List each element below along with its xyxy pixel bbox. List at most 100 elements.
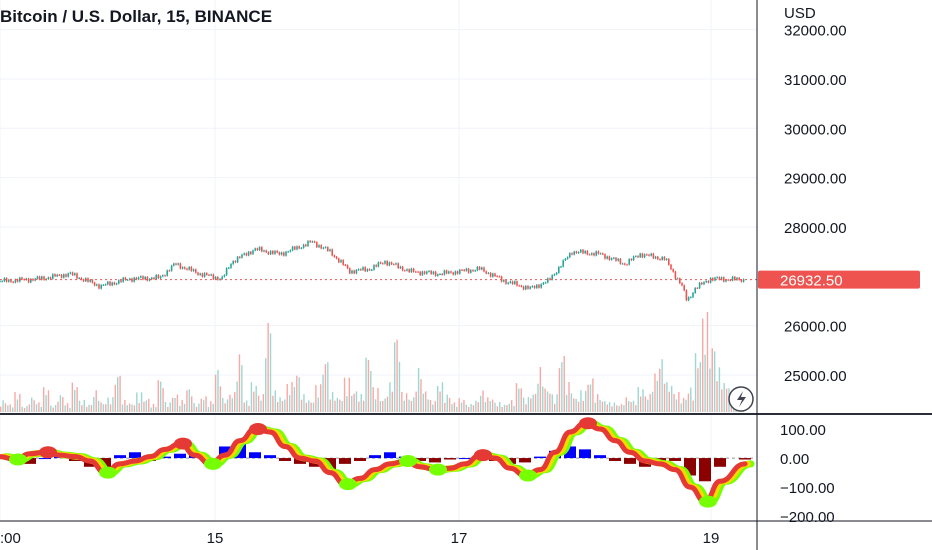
candle-body [586, 251, 589, 255]
histogram-bar [564, 446, 576, 459]
candle-body [371, 269, 373, 271]
volume-bar [7, 405, 9, 412]
candle-body [681, 283, 683, 286]
candle-body [516, 281, 518, 286]
candle-body [518, 285, 520, 287]
volume-bar [374, 399, 377, 412]
volume-bar [19, 393, 21, 412]
volume-bar [293, 387, 296, 412]
candle-body [36, 276, 39, 279]
volume-bar [31, 397, 33, 412]
candle-body [390, 262, 393, 265]
candle-body [135, 277, 138, 280]
histogram-bar [609, 458, 621, 461]
volume-bar [291, 382, 293, 412]
volume-bar [265, 358, 267, 412]
volume-bar [472, 405, 475, 412]
volume-bar [506, 405, 508, 412]
volume-bar [525, 404, 527, 412]
volume-bar [162, 388, 164, 412]
histogram-bar [264, 455, 276, 459]
candle-body [621, 263, 624, 265]
volume-bar [93, 397, 95, 412]
candle-body [650, 253, 652, 256]
volume-bar [23, 407, 26, 412]
volume-bar [322, 374, 324, 412]
volume-bar [647, 399, 649, 412]
candle-body [195, 269, 197, 273]
candle-body [30, 278, 32, 283]
time-axis[interactable]: :00 15 17 19 [0, 530, 719, 547]
candle-body [338, 258, 340, 263]
candle-body [362, 267, 364, 270]
oscillator-pivot-dot [9, 453, 27, 466]
volume-bar [608, 402, 611, 412]
volume-bar [319, 384, 322, 412]
volume-bar [432, 404, 434, 412]
volume-bar [427, 399, 429, 412]
candle-body [698, 282, 701, 289]
volume-bar [484, 402, 487, 412]
volume-bar [699, 362, 702, 412]
tradingview-logo-icon[interactable] [728, 386, 754, 412]
volume-bar [611, 406, 613, 412]
volume-bar [570, 393, 573, 412]
candle-body [439, 273, 441, 275]
volume-bar [448, 397, 451, 412]
candle-body [498, 276, 501, 278]
volume-bar [721, 389, 723, 412]
volume-bar [401, 392, 403, 412]
volume-bar [205, 396, 207, 412]
candle-body [740, 279, 743, 282]
candle-body [547, 278, 549, 283]
candle-body [588, 254, 591, 256]
price-axis[interactable]: 32000.00 31000.00 30000.00 29000.00 28000.00… [784, 23, 847, 385]
volume-bar [460, 402, 463, 412]
candle-body [364, 267, 366, 272]
candle-body [14, 279, 17, 283]
volume-bar [54, 405, 57, 412]
volume-bar [329, 399, 331, 412]
candle-body [742, 279, 745, 282]
candle-body [309, 240, 311, 243]
volume-bar [639, 396, 642, 412]
volume-bar [119, 375, 121, 412]
price-tick-label: 31000.00 [784, 72, 847, 89]
volume-bar [107, 397, 109, 412]
candle-body [265, 250, 267, 253]
candle-body [230, 263, 232, 268]
candle-body [316, 242, 318, 248]
candle-body [54, 274, 56, 277]
candle-body [582, 249, 584, 254]
volume-bar [33, 400, 35, 412]
volume-bar [212, 403, 214, 412]
candle-body [599, 253, 602, 255]
candle-body [450, 271, 452, 273]
volume-bar [585, 390, 587, 412]
histogram-bar [339, 458, 351, 464]
volume-bar [11, 407, 14, 412]
volume-bar [59, 395, 62, 412]
volume-bar [393, 342, 396, 412]
candle-body [641, 253, 644, 258]
volume-bar [305, 402, 308, 412]
volume-bar [272, 395, 274, 412]
volume-bar [635, 405, 637, 412]
candle-body [729, 279, 732, 281]
volume-bar [632, 400, 635, 412]
candle-body [417, 271, 419, 273]
candle-body [155, 275, 157, 279]
candle-body [82, 279, 85, 282]
volume-bar [422, 393, 425, 412]
candle-body [267, 252, 270, 255]
oscillator-tick-label: −100.00 [780, 480, 835, 497]
volume-bar [725, 388, 728, 412]
volume-bar [245, 400, 248, 412]
oscillator-axis[interactable]: 100.00 0.00 −100.00 −200.00 [780, 422, 835, 526]
volume-bar [386, 396, 389, 412]
volume-bars [0, 312, 745, 412]
candle-body [544, 282, 547, 284]
candle-body [291, 246, 294, 251]
volume-bar [642, 389, 644, 412]
